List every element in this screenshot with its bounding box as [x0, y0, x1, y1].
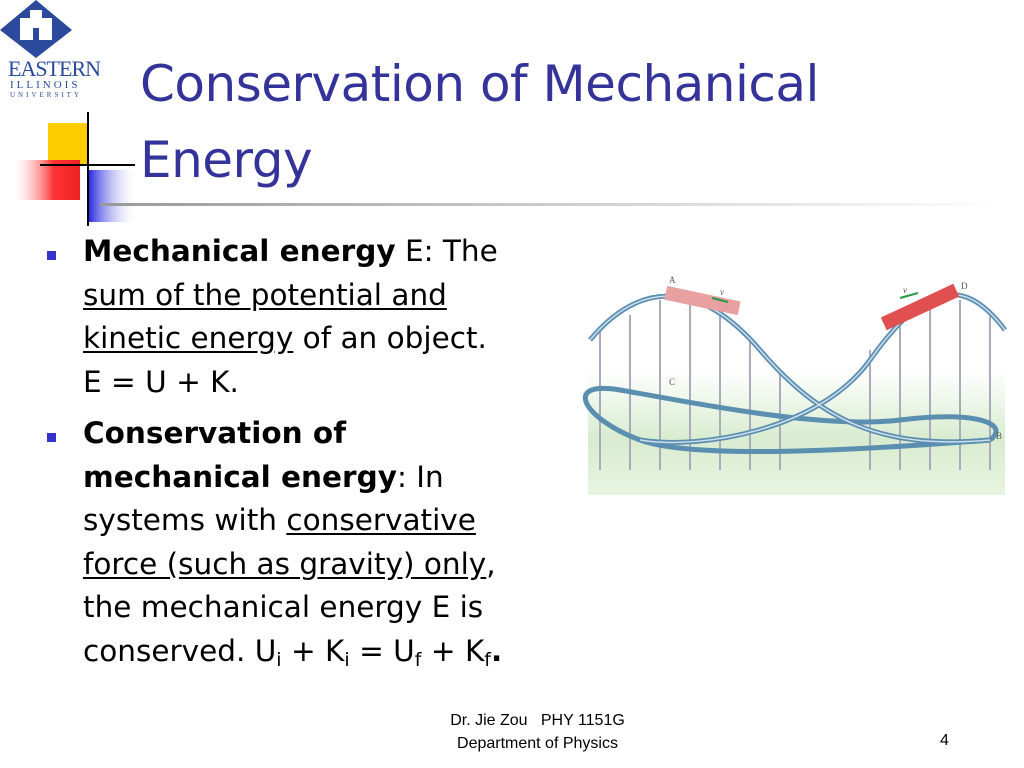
text-run: + K — [281, 633, 345, 668]
text-run: E = U + K. — [83, 364, 239, 399]
coaster-figure — [582, 283, 1007, 495]
text-run: kinetic energy — [83, 321, 294, 355]
slide-title: Conservation of Mechanical Energy — [140, 46, 819, 198]
text-run: the mechanical energy E is — [83, 590, 484, 624]
deco-yellow — [48, 123, 88, 165]
text-run: Conservation of — [83, 416, 347, 450]
deco-blue — [88, 170, 138, 222]
text-run: E: The — [395, 234, 498, 268]
subscript: i — [276, 648, 282, 671]
footer: Dr. Jie Zou PHY 1151G Department of Physi… — [380, 709, 695, 755]
text-run: mechanical energy — [83, 459, 397, 494]
subscript: i — [344, 648, 350, 671]
text-run: : In — [396, 459, 444, 494]
text-run: + K — [421, 633, 485, 668]
bullet-marker — [47, 433, 56, 442]
deco-red — [14, 160, 80, 200]
bullet-marker — [47, 251, 56, 260]
text-run: of an object. — [293, 321, 487, 355]
page-number: 4 — [940, 732, 949, 749]
footer-line: Department of Physics — [457, 735, 618, 752]
logo-text: ILLINOIS — [10, 79, 81, 91]
figure-label: B — [996, 431, 1003, 441]
figure-label: D — [961, 281, 968, 291]
title-line: Energy — [140, 131, 313, 189]
text-run: conservative — [286, 503, 476, 537]
figure-label: v — [903, 285, 907, 295]
logo-mark — [0, 0, 72, 58]
logo-text: EASTERN — [8, 56, 101, 81]
text-run: = U — [349, 633, 415, 668]
logo-text: UNIVERSITY — [10, 91, 82, 99]
bullet: Mechanical energy E: The sum of the poten… — [83, 230, 498, 404]
title-line: Conservation of Mechanical — [140, 55, 819, 113]
footer-line: Dr. Jie Zou PHY 1151G — [450, 712, 625, 729]
subscript: f — [414, 648, 422, 671]
text-run: . — [491, 633, 503, 668]
figure-label: v — [720, 287, 724, 297]
subscript: f — [484, 648, 491, 671]
title-rule — [100, 203, 1000, 206]
figure-label: A — [669, 275, 676, 285]
text-run: force (such as gravity) only — [83, 546, 487, 581]
text-run: Mechanical energy — [83, 234, 396, 268]
text-run: conserved. U — [83, 633, 277, 668]
text-run: sum of the potential and — [83, 277, 447, 312]
bullet: Conservation of mechanical energy: In syst… — [83, 412, 502, 673]
text-run: systems with — [83, 503, 287, 537]
text-run: , — [486, 546, 496, 581]
figure-label: C — [669, 377, 676, 387]
